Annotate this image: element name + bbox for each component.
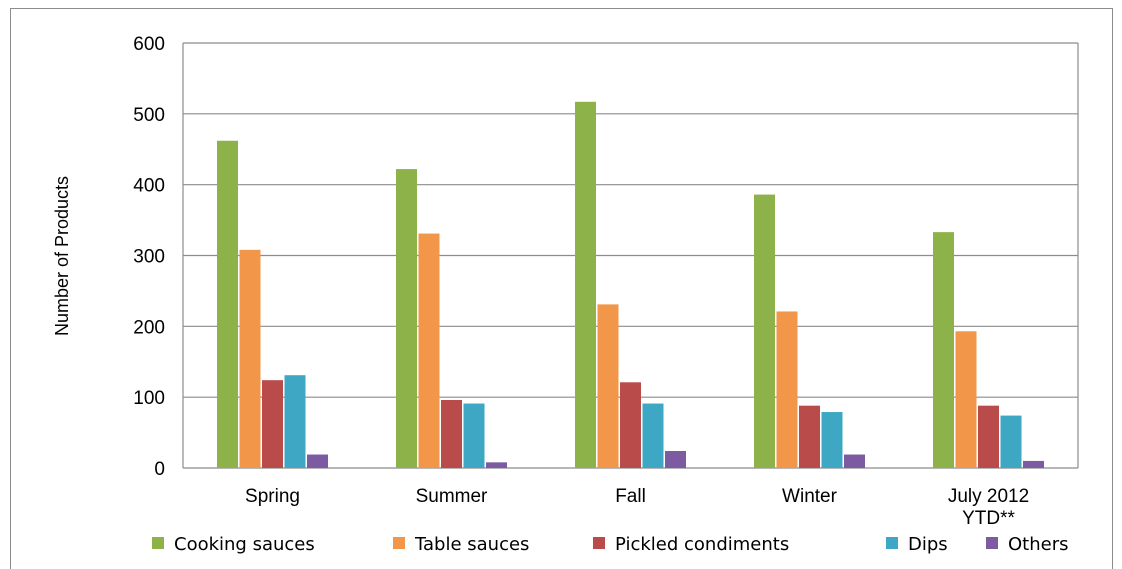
x-tick-labels: Spring Summer Fall Winter July 2012 YTD** — [245, 486, 1029, 529]
bar-table-sauces — [418, 233, 440, 468]
y-axis-title: Number of Products — [52, 176, 72, 336]
bar-cooking-sauces — [396, 169, 417, 469]
bar-table-sauces — [955, 331, 977, 468]
y-tick-label: 100 — [133, 388, 165, 409]
bar-dips — [821, 412, 843, 468]
bar-cooking-sauces — [217, 140, 238, 468]
y-tick-label: 200 — [133, 317, 165, 338]
bar-cooking-sauces — [754, 194, 775, 469]
y-tick-label: 500 — [133, 105, 165, 126]
bar-dips — [1000, 415, 1022, 468]
bar-pickled-condiments — [978, 405, 999, 468]
legend-label: Table sauces — [414, 534, 529, 555]
legend-label: Pickled condiments — [615, 534, 789, 555]
legend-label: Dips — [908, 534, 948, 555]
x-tick-label: Fall — [615, 486, 646, 507]
y-tick-label: 0 — [154, 459, 165, 480]
bar-table-sauces — [597, 304, 619, 468]
legend-label: Cooking sauces — [174, 534, 315, 555]
y-tick-label: 600 — [133, 34, 165, 55]
legend-swatch — [393, 537, 405, 549]
bar-others — [307, 454, 328, 468]
bar-pickled-condiments — [262, 380, 283, 468]
x-tick-label: Winter — [782, 486, 838, 507]
y-tick-label: 300 — [133, 247, 165, 268]
bar-table-sauces — [239, 249, 261, 468]
bar-others — [1023, 460, 1044, 468]
y-tick-label: 400 — [133, 176, 165, 197]
bar-pickled-condiments — [620, 382, 641, 468]
x-tick-label: Summer — [416, 486, 488, 507]
bar-others — [665, 451, 686, 468]
bar-dips — [463, 403, 485, 468]
legend-swatch — [593, 537, 605, 549]
legend-swatch — [886, 537, 898, 549]
x-tick-label: July 2012 YTD** — [948, 486, 1029, 529]
bar-dips — [642, 403, 664, 468]
x-tick-label: Spring — [245, 486, 300, 507]
bar-cooking-sauces — [933, 232, 954, 468]
chart-frame — [10, 8, 1113, 569]
bar-others — [486, 462, 507, 468]
legend-label: Others — [1008, 534, 1069, 555]
bar-cooking-sauces — [575, 101, 596, 469]
bar-table-sauces — [776, 311, 798, 468]
bars — [217, 101, 1044, 469]
bar-others — [844, 454, 865, 468]
legend: Cooking sauces Table sauces Pickled condim… — [152, 534, 1069, 555]
y-tick-labels: 0 100 200 300 400 500 600 — [133, 34, 165, 480]
bar-pickled-condiments — [799, 405, 820, 468]
bar-dips — [284, 375, 306, 468]
bar-pickled-condiments — [441, 400, 462, 468]
legend-swatch — [152, 537, 164, 549]
legend-swatch — [986, 537, 998, 549]
